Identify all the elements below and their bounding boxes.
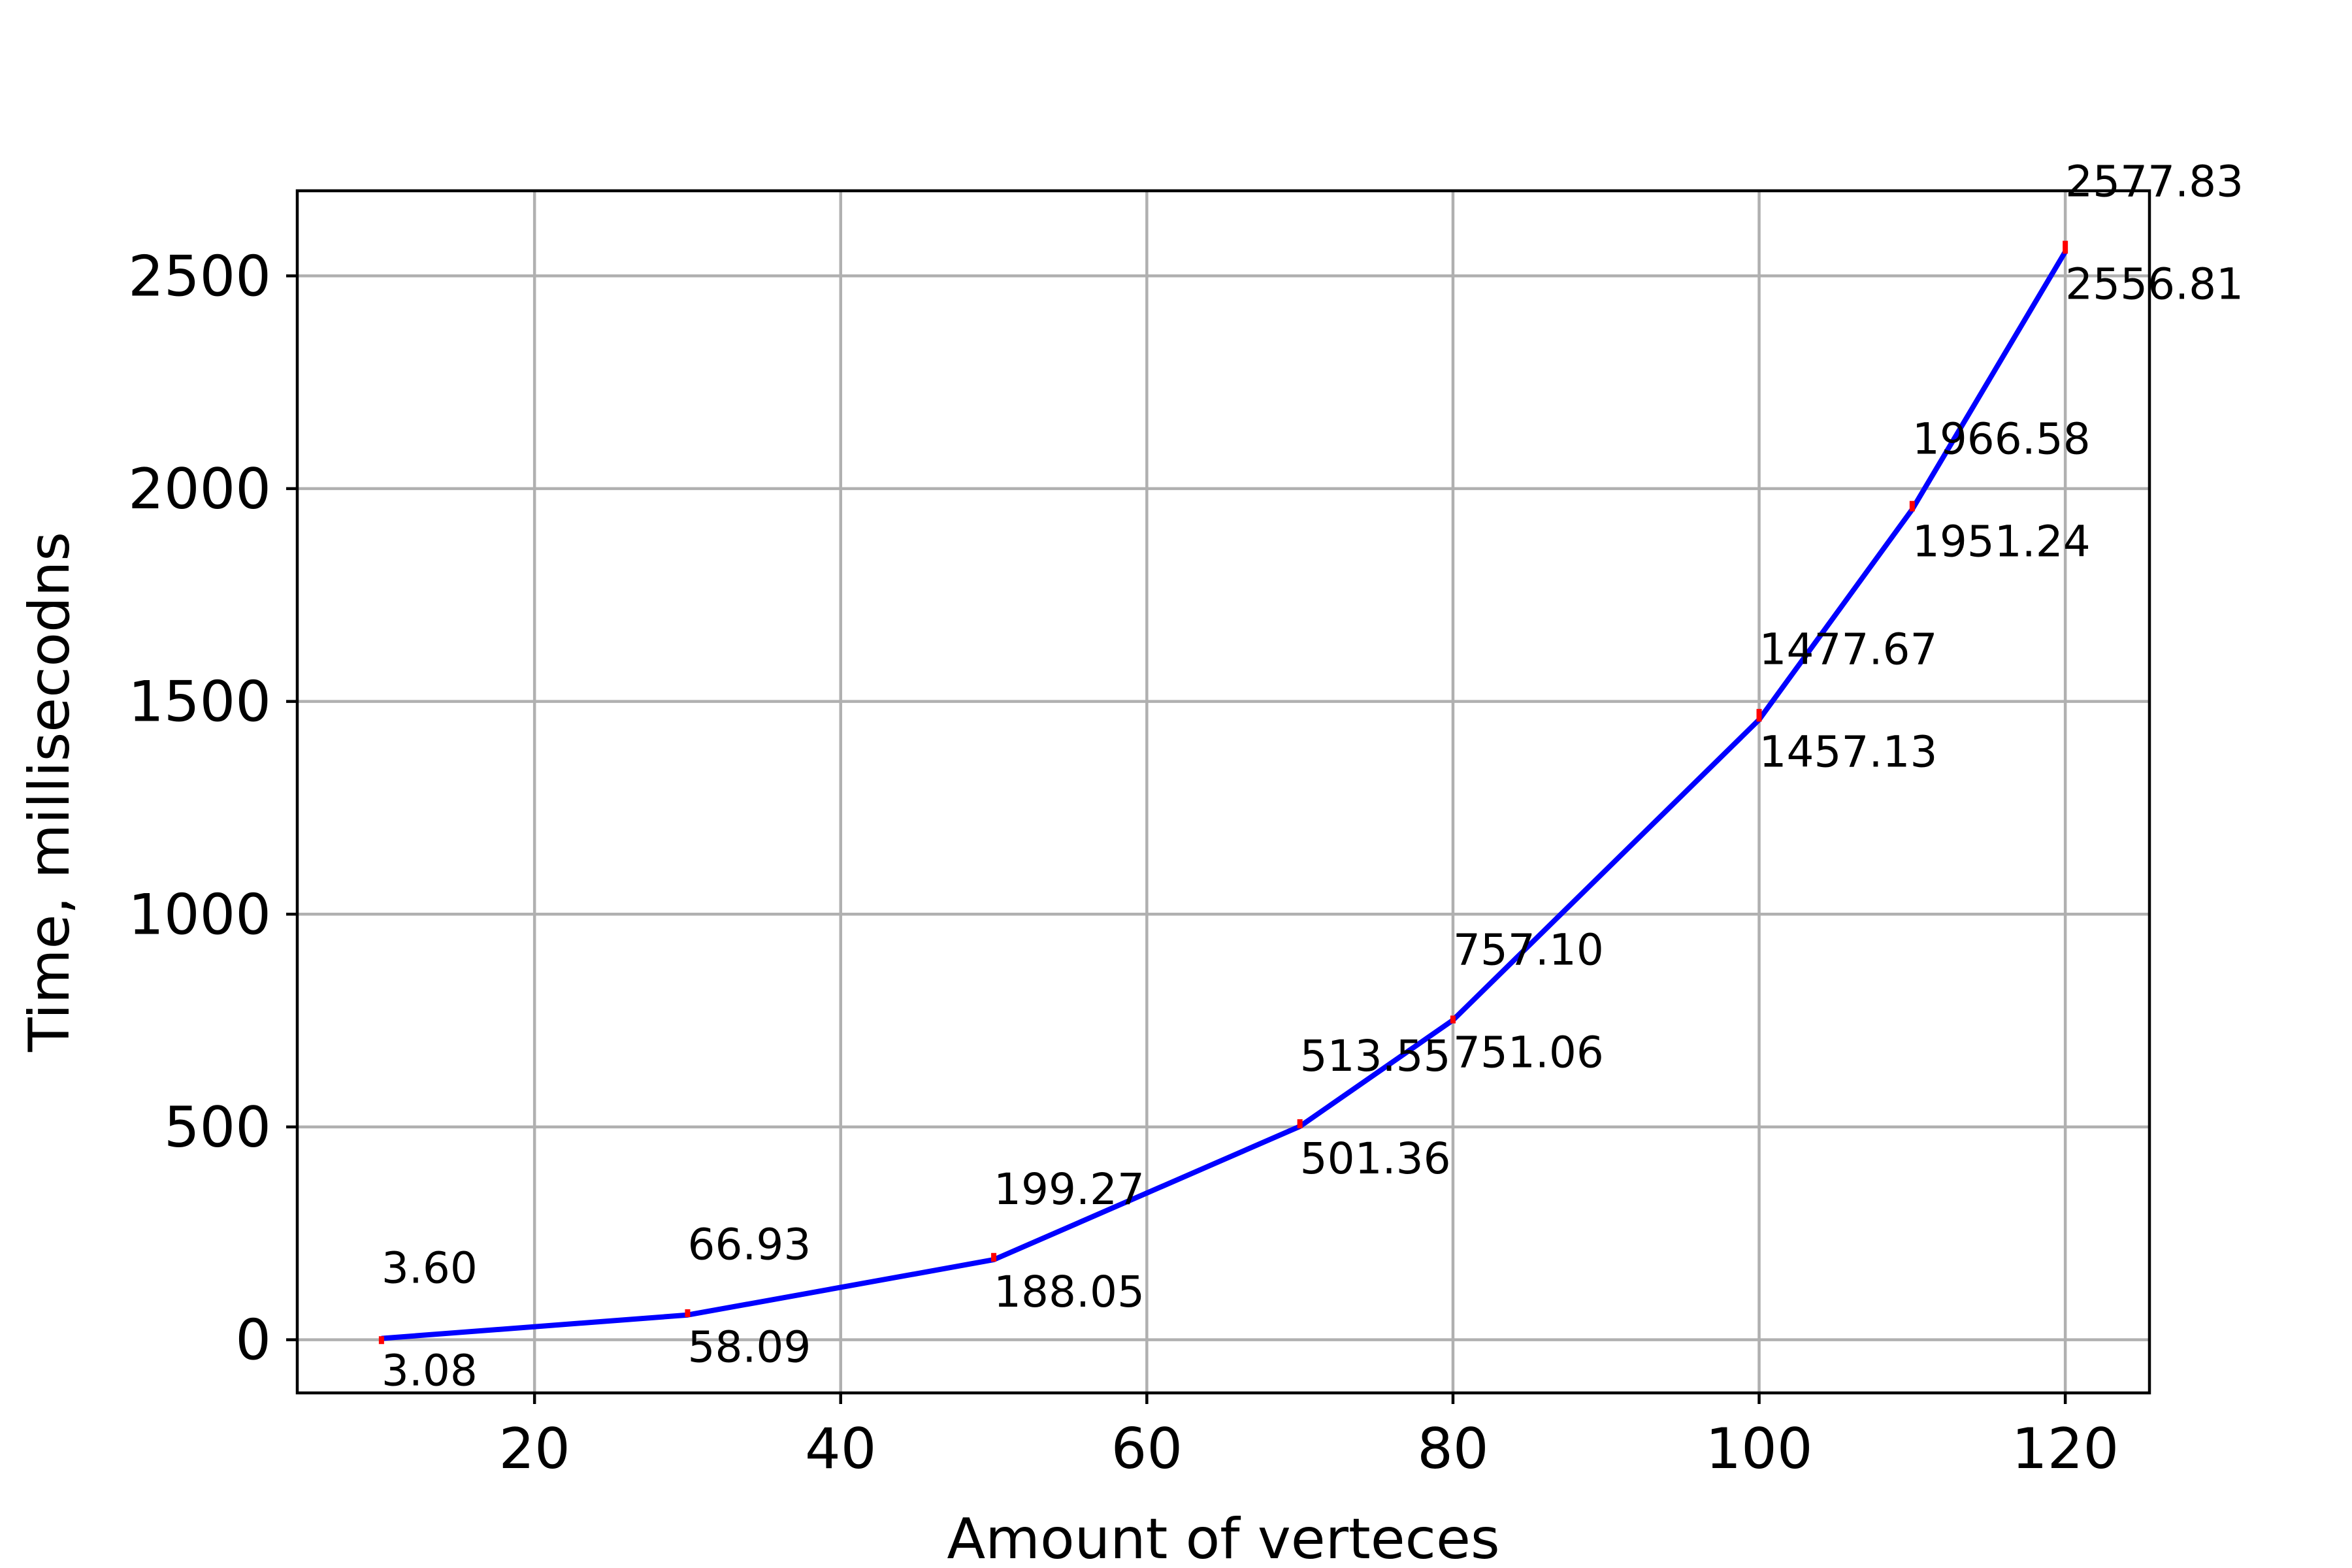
x-tick-label: 60 [1111, 1416, 1183, 1482]
data-label-lower: 2556.81 [2065, 259, 2244, 309]
y-tick-label: 500 [164, 1095, 271, 1160]
y-tick-label: 0 [235, 1308, 271, 1373]
data-label-upper: 757.10 [1453, 924, 1604, 975]
data-label-lower: 501.36 [1300, 1134, 1451, 1184]
x-tick-label: 80 [1417, 1416, 1488, 1482]
data-label-upper: 513.55 [1300, 1031, 1451, 1081]
x-tick-label: 20 [498, 1416, 570, 1482]
data-label-upper: 1477.67 [1759, 625, 1938, 675]
data-label-lower: 1951.24 [1912, 517, 2091, 567]
y-axis-label: Time, millisecodns [17, 532, 82, 1053]
data-label-upper: 199.27 [994, 1164, 1145, 1215]
plot-frame [295, 189, 2151, 1395]
x-tick-label: 120 [2012, 1416, 2119, 1482]
y-tick-label: 2500 [128, 244, 271, 309]
series-line [381, 250, 2068, 1341]
data-label-upper: 66.93 [687, 1220, 811, 1270]
x-axis-label: Amount of verteces [947, 1507, 1499, 1568]
y-tick-label: 1000 [128, 882, 271, 947]
data-label-lower: 58.09 [687, 1322, 811, 1373]
data-label-lower: 3.08 [382, 1346, 478, 1396]
data-label-lower: 1457.13 [1759, 727, 1938, 777]
data-point-marker [1756, 709, 1762, 722]
data-point-marker [2063, 240, 2068, 254]
data-label-upper: 2577.83 [2065, 156, 2244, 206]
data-point-marker [1909, 500, 1915, 512]
data-labels: 3.60 3.08 66.93 58.09 199.27 188.05 513.55 501.… [382, 156, 2244, 1396]
y-tick-label: 1500 [128, 670, 271, 735]
data-point-marker [1450, 1015, 1456, 1024]
x-tick-label: 100 [1705, 1416, 1812, 1482]
data-label-lower: 188.05 [994, 1267, 1145, 1317]
data-point-marker [685, 1309, 691, 1317]
data-point-marker [378, 1336, 384, 1345]
data-label-upper: 3.60 [382, 1243, 478, 1294]
series [378, 240, 2068, 1345]
y-tick-label: 2000 [128, 457, 271, 522]
grid [297, 191, 2149, 1393]
data-point-marker [991, 1252, 997, 1262]
data-label-lower: 751.06 [1453, 1027, 1604, 1077]
data-label-upper: 1966.58 [1912, 414, 2091, 465]
data-point-marker [1297, 1119, 1303, 1129]
axis-ticks: 20 40 60 80 100 120 0 500 1000 1500 2000 2500 [128, 244, 2119, 1482]
x-tick-label: 40 [805, 1416, 876, 1482]
